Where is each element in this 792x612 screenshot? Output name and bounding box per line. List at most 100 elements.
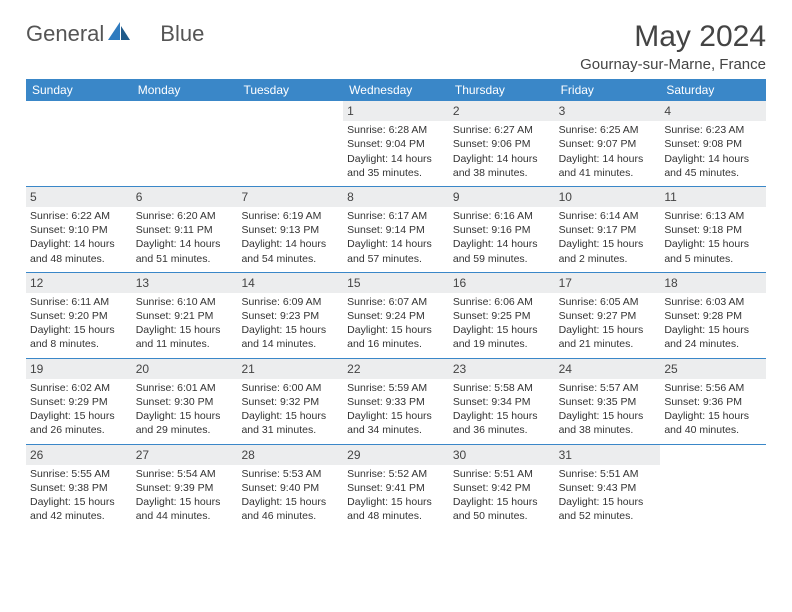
day-number: 31 bbox=[555, 445, 661, 465]
day-number: 22 bbox=[343, 359, 449, 379]
sunset-line: Sunset: 9:17 PM bbox=[559, 223, 657, 237]
calendar-week: 5Sunrise: 6:22 AMSunset: 9:10 PMDaylight… bbox=[26, 186, 766, 272]
sunset-line: Sunset: 9:25 PM bbox=[453, 309, 551, 323]
sunrise-line: Sunrise: 5:51 AM bbox=[453, 467, 551, 481]
location: Gournay-sur-Marne, France bbox=[580, 56, 766, 73]
daylight-line: Daylight: 15 hours and 46 minutes. bbox=[241, 495, 339, 523]
calendar-cell: 22Sunrise: 5:59 AMSunset: 9:33 PMDayligh… bbox=[343, 359, 449, 444]
calendar-cell bbox=[237, 101, 343, 186]
day-number: 21 bbox=[237, 359, 343, 379]
calendar-cell bbox=[132, 101, 238, 186]
sunrise-line: Sunrise: 6:25 AM bbox=[559, 123, 657, 137]
calendar-cell: 6Sunrise: 6:20 AMSunset: 9:11 PMDaylight… bbox=[132, 187, 238, 272]
sunset-line: Sunset: 9:34 PM bbox=[453, 395, 551, 409]
daylight-line: Daylight: 14 hours and 48 minutes. bbox=[30, 237, 128, 265]
calendar-cell: 2Sunrise: 6:27 AMSunset: 9:06 PMDaylight… bbox=[449, 101, 555, 186]
day-number: 28 bbox=[237, 445, 343, 465]
calendar-cell: 13Sunrise: 6:10 AMSunset: 9:21 PMDayligh… bbox=[132, 273, 238, 358]
sunset-line: Sunset: 9:38 PM bbox=[30, 481, 128, 495]
calendar-cell: 3Sunrise: 6:25 AMSunset: 9:07 PMDaylight… bbox=[555, 101, 661, 186]
title-block: May 2024 Gournay-sur-Marne, France bbox=[580, 20, 766, 73]
calendar-cell: 26Sunrise: 5:55 AMSunset: 9:38 PMDayligh… bbox=[26, 445, 132, 530]
sunset-line: Sunset: 9:41 PM bbox=[347, 481, 445, 495]
day-number: 26 bbox=[26, 445, 132, 465]
sunset-line: Sunset: 9:29 PM bbox=[30, 395, 128, 409]
daylight-line: Daylight: 15 hours and 8 minutes. bbox=[30, 323, 128, 351]
daylight-line: Daylight: 14 hours and 57 minutes. bbox=[347, 237, 445, 265]
sunset-line: Sunset: 9:35 PM bbox=[559, 395, 657, 409]
sunset-line: Sunset: 9:40 PM bbox=[241, 481, 339, 495]
sunrise-line: Sunrise: 6:06 AM bbox=[453, 295, 551, 309]
day-number: 4 bbox=[660, 101, 766, 121]
day-number: 14 bbox=[237, 273, 343, 293]
daylight-line: Daylight: 14 hours and 41 minutes. bbox=[559, 152, 657, 180]
sunrise-line: Sunrise: 6:11 AM bbox=[30, 295, 128, 309]
calendar-cell: 21Sunrise: 6:00 AMSunset: 9:32 PMDayligh… bbox=[237, 359, 343, 444]
daylight-line: Daylight: 15 hours and 5 minutes. bbox=[664, 237, 762, 265]
sunset-line: Sunset: 9:04 PM bbox=[347, 137, 445, 151]
sunrise-line: Sunrise: 5:51 AM bbox=[559, 467, 657, 481]
day-header: Wednesday bbox=[343, 79, 449, 101]
daylight-line: Daylight: 15 hours and 16 minutes. bbox=[347, 323, 445, 351]
day-number: 7 bbox=[237, 187, 343, 207]
day-header: Tuesday bbox=[237, 79, 343, 101]
logo-text-1: General bbox=[26, 21, 104, 47]
daylight-line: Daylight: 15 hours and 21 minutes. bbox=[559, 323, 657, 351]
sunset-line: Sunset: 9:07 PM bbox=[559, 137, 657, 151]
day-number: 25 bbox=[660, 359, 766, 379]
daylight-line: Daylight: 15 hours and 38 minutes. bbox=[559, 409, 657, 437]
daylight-line: Daylight: 15 hours and 34 minutes. bbox=[347, 409, 445, 437]
calendar-cell: 17Sunrise: 6:05 AMSunset: 9:27 PMDayligh… bbox=[555, 273, 661, 358]
sunrise-line: Sunrise: 6:03 AM bbox=[664, 295, 762, 309]
daylight-line: Daylight: 14 hours and 51 minutes. bbox=[136, 237, 234, 265]
day-header: Friday bbox=[555, 79, 661, 101]
calendar-cell bbox=[26, 101, 132, 186]
sunset-line: Sunset: 9:28 PM bbox=[664, 309, 762, 323]
sunset-line: Sunset: 9:21 PM bbox=[136, 309, 234, 323]
sunrise-line: Sunrise: 6:22 AM bbox=[30, 209, 128, 223]
sunrise-line: Sunrise: 6:17 AM bbox=[347, 209, 445, 223]
sunrise-line: Sunrise: 6:14 AM bbox=[559, 209, 657, 223]
sunset-line: Sunset: 9:06 PM bbox=[453, 137, 551, 151]
daylight-line: Daylight: 15 hours and 19 minutes. bbox=[453, 323, 551, 351]
calendar-cell: 7Sunrise: 6:19 AMSunset: 9:13 PMDaylight… bbox=[237, 187, 343, 272]
calendar-week: 19Sunrise: 6:02 AMSunset: 9:29 PMDayligh… bbox=[26, 358, 766, 444]
daylight-line: Daylight: 15 hours and 42 minutes. bbox=[30, 495, 128, 523]
daylight-line: Daylight: 15 hours and 48 minutes. bbox=[347, 495, 445, 523]
logo-text-2: Blue bbox=[160, 21, 204, 47]
sunrise-line: Sunrise: 5:58 AM bbox=[453, 381, 551, 395]
month-title: May 2024 bbox=[580, 20, 766, 54]
calendar-cell: 28Sunrise: 5:53 AMSunset: 9:40 PMDayligh… bbox=[237, 445, 343, 530]
sunset-line: Sunset: 9:10 PM bbox=[30, 223, 128, 237]
calendar-cell: 24Sunrise: 5:57 AMSunset: 9:35 PMDayligh… bbox=[555, 359, 661, 444]
day-number: 15 bbox=[343, 273, 449, 293]
sunrise-line: Sunrise: 6:27 AM bbox=[453, 123, 551, 137]
daylight-line: Daylight: 15 hours and 24 minutes. bbox=[664, 323, 762, 351]
sunset-line: Sunset: 9:42 PM bbox=[453, 481, 551, 495]
day-header-row: SundayMondayTuesdayWednesdayThursdayFrid… bbox=[26, 79, 766, 101]
daylight-line: Daylight: 15 hours and 40 minutes. bbox=[664, 409, 762, 437]
day-header: Thursday bbox=[449, 79, 555, 101]
header: General Blue May 2024 Gournay-sur-Marne,… bbox=[26, 20, 766, 73]
daylight-line: Daylight: 15 hours and 36 minutes. bbox=[453, 409, 551, 437]
sunset-line: Sunset: 9:18 PM bbox=[664, 223, 762, 237]
daylight-line: Daylight: 15 hours and 14 minutes. bbox=[241, 323, 339, 351]
sunset-line: Sunset: 9:20 PM bbox=[30, 309, 128, 323]
sunrise-line: Sunrise: 6:02 AM bbox=[30, 381, 128, 395]
day-number: 11 bbox=[660, 187, 766, 207]
day-number: 13 bbox=[132, 273, 238, 293]
day-number: 5 bbox=[26, 187, 132, 207]
calendar-cell: 9Sunrise: 6:16 AMSunset: 9:16 PMDaylight… bbox=[449, 187, 555, 272]
sunrise-line: Sunrise: 6:13 AM bbox=[664, 209, 762, 223]
calendar-cell: 25Sunrise: 5:56 AMSunset: 9:36 PMDayligh… bbox=[660, 359, 766, 444]
day-number: 2 bbox=[449, 101, 555, 121]
sunrise-line: Sunrise: 6:20 AM bbox=[136, 209, 234, 223]
sunset-line: Sunset: 9:23 PM bbox=[241, 309, 339, 323]
calendar-week: 12Sunrise: 6:11 AMSunset: 9:20 PMDayligh… bbox=[26, 272, 766, 358]
sunset-line: Sunset: 9:39 PM bbox=[136, 481, 234, 495]
day-number: 17 bbox=[555, 273, 661, 293]
calendar-cell: 16Sunrise: 6:06 AMSunset: 9:25 PMDayligh… bbox=[449, 273, 555, 358]
logo-sail-icon bbox=[106, 20, 132, 48]
day-number: 9 bbox=[449, 187, 555, 207]
sunrise-line: Sunrise: 5:56 AM bbox=[664, 381, 762, 395]
